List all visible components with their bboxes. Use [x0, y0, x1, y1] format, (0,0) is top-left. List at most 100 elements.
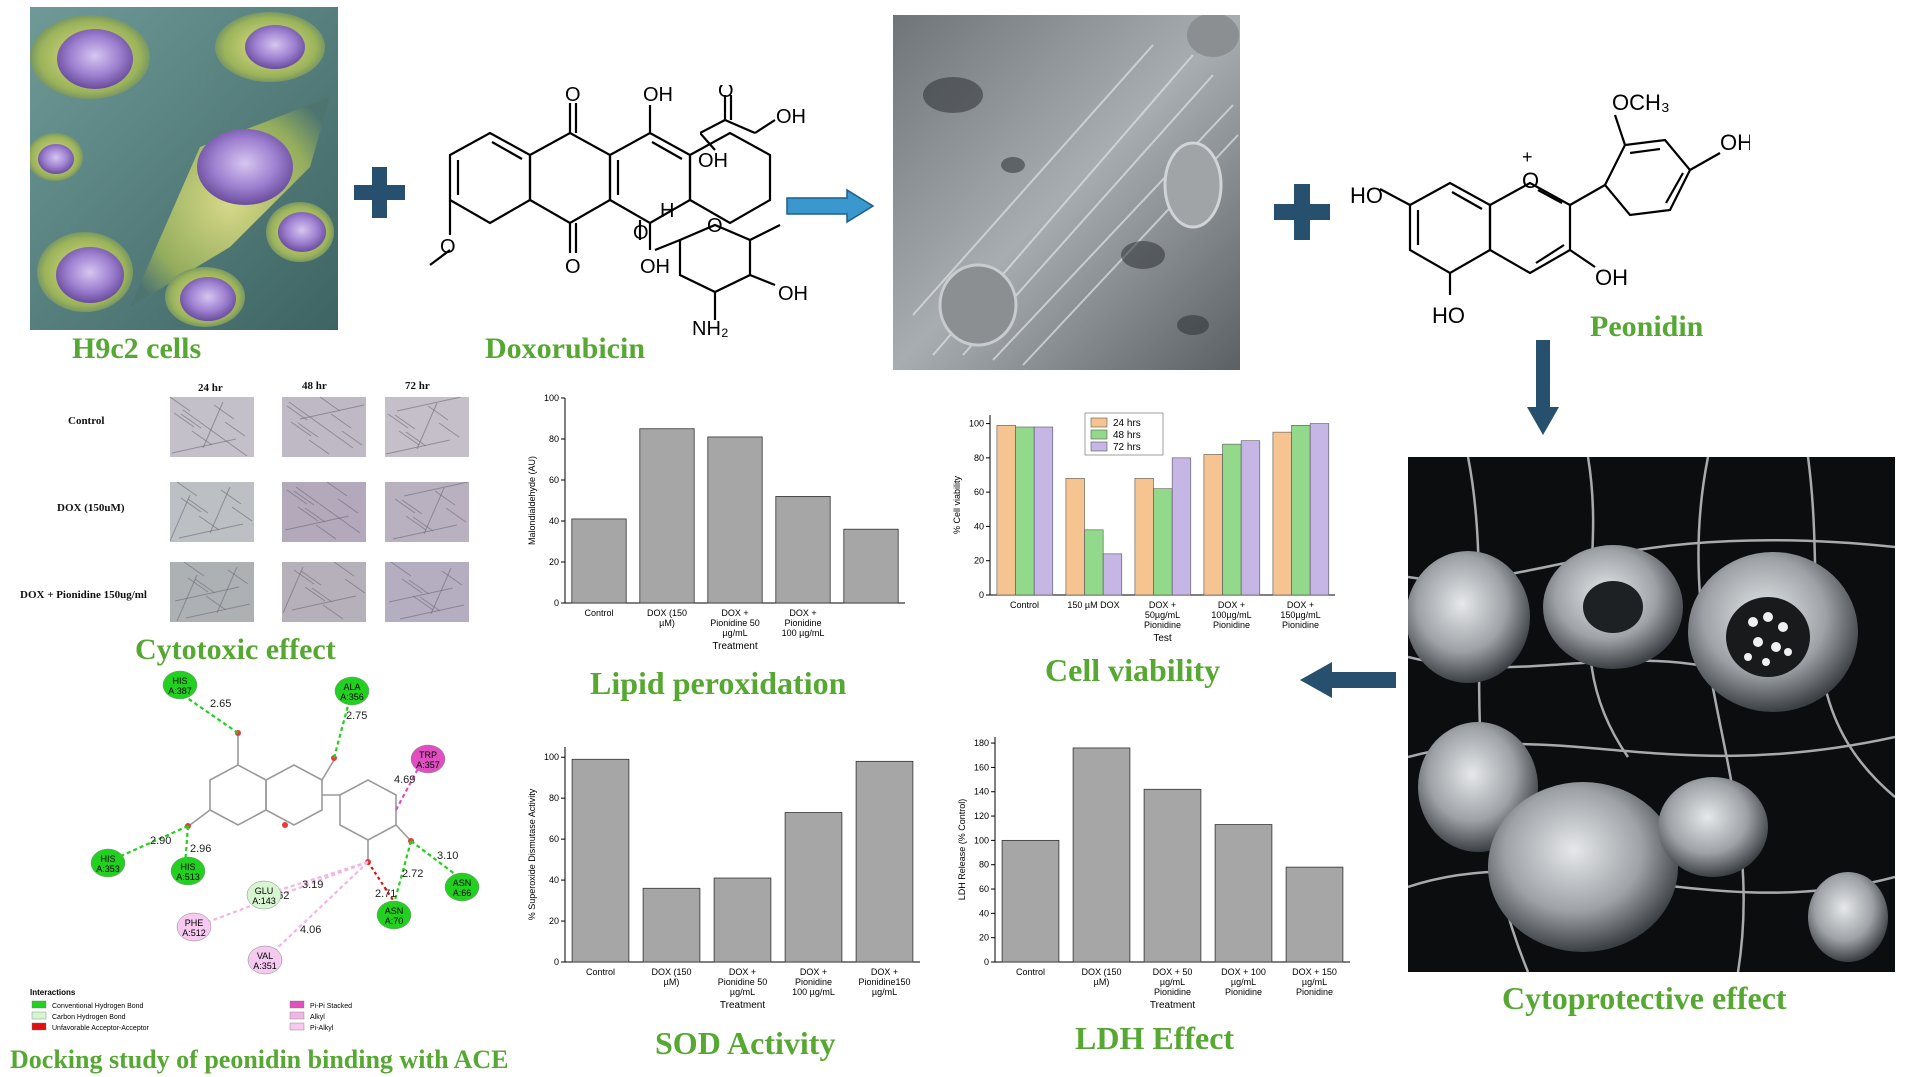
x-tick-label: Control [1010, 600, 1039, 610]
x-tick-label: 100 µg/mL [782, 628, 825, 638]
y-tick-label: 60 [549, 475, 559, 485]
x-tick-label: DOX + [871, 967, 898, 977]
y-tick-label: 100 [974, 835, 989, 845]
ldh-effect-label: LDH Effect [1075, 1020, 1235, 1056]
legend-label: Carbon Hydrogen Bond [52, 1014, 126, 1021]
peonidin-ho-7: HO [1350, 183, 1383, 208]
bar [1222, 443, 1242, 596]
x-tick-label: µg/mL [730, 987, 755, 997]
bar [1084, 529, 1104, 596]
y-tick-label: 40 [974, 521, 984, 531]
micrograph-thumbnail [170, 562, 254, 622]
x-tick-label: DOX + [721, 608, 748, 618]
y-tick-label: 20 [974, 556, 984, 566]
x-tick-label: DOX + [800, 967, 827, 977]
x-tick-label: DOX + 150 [1292, 967, 1337, 977]
bar [1072, 747, 1131, 963]
bar [1015, 426, 1035, 596]
residue-label: A:351 [253, 961, 277, 971]
y-tick-label: 40 [549, 875, 559, 885]
cytoprotective-sem-image [1408, 457, 1895, 972]
y-tick-label: 80 [979, 860, 989, 870]
residue-label: ALA [343, 682, 360, 692]
x-tick-label: Pionidine [1282, 620, 1319, 630]
x-tick-label: Control [586, 967, 615, 977]
cell-viability-label: Cell viability [1045, 652, 1221, 688]
residue-label: A:353 [96, 864, 120, 874]
y-axis-label: LDH Release (% Control) [957, 799, 967, 901]
y-tick-label: 0 [984, 957, 989, 967]
x-tick-label: Pionidine150 [858, 977, 910, 987]
x-tick-label: DOX + [1287, 600, 1314, 610]
residue-label: GLU [255, 886, 274, 896]
x-axis-label: Test [1153, 633, 1172, 644]
dox-ring-o: O [707, 215, 723, 237]
residue-label: TRP [419, 750, 437, 760]
residue-node [176, 912, 212, 942]
col-header-24: 24 hr [198, 382, 223, 394]
legend-label: 48 hrs [1113, 430, 1141, 441]
x-tick-label: 150µg/mL [1280, 610, 1320, 620]
y-tick-label: 100 [544, 393, 559, 403]
peonidin-structure: OCH₃ OH HO O + OH HO [1350, 90, 1750, 328]
bar [1240, 440, 1261, 596]
y-tick-label: 60 [549, 834, 559, 844]
y-axis-label: Malondialdehyde (AU) [527, 456, 537, 545]
legend-swatch [1090, 429, 1108, 440]
distance-label: 4.69 [394, 774, 415, 786]
dox-h: H [660, 200, 675, 222]
legend-label: 24 hrs [1113, 418, 1141, 429]
legend-swatch [289, 1000, 305, 1009]
y-axis-label: % Cell viability [952, 475, 962, 534]
bar [855, 760, 914, 963]
dox-ketone-o: O [718, 85, 734, 102]
x-tick-label: µM) [1094, 977, 1110, 987]
damaged-cells-sem-image [893, 15, 1240, 370]
peonidin-och3: OCH₃ [1612, 90, 1670, 115]
residue-node [376, 900, 412, 930]
bar [1285, 866, 1344, 963]
left-arrow-icon [1300, 662, 1396, 698]
peonidin-charge: + [1522, 147, 1533, 167]
peonidin-ho-5: HO [1432, 303, 1465, 328]
peonidin-oh-3: OH [1595, 265, 1628, 290]
x-tick-label: Pionidine [1144, 620, 1181, 630]
doxorubicin-label: Doxorubicin [485, 332, 646, 365]
legend-label: Pi-Alkyl [310, 1025, 334, 1032]
sod-activity-label: SOD Activity [655, 1025, 836, 1061]
residue-label: A:70 [385, 916, 404, 926]
x-tick-label: DOX + [729, 967, 756, 977]
x-tick-label: µg/mL [872, 987, 897, 997]
residue-node [162, 670, 198, 700]
bar [1203, 454, 1223, 596]
y-tick-label: 20 [549, 557, 559, 567]
residue-node [170, 856, 206, 886]
micrograph-thumbnail [170, 397, 254, 457]
dox-oh-chain: OH [776, 106, 806, 128]
x-tick-label: Pionidine 50 [718, 977, 768, 987]
legend-swatch [1090, 417, 1108, 428]
legend-swatch [289, 1022, 305, 1031]
x-tick-label: DOX (150 [1081, 967, 1121, 977]
peonidin-o-ring: O [1522, 168, 1539, 193]
y-tick-label: 60 [979, 884, 989, 894]
legend-swatch [289, 1011, 305, 1020]
legend-label: Alkyl [310, 1014, 325, 1021]
bar [713, 877, 772, 963]
y-tick-label: 0 [554, 598, 559, 608]
distance-label: 2.65 [210, 698, 231, 710]
distance-label: 2.71 [375, 888, 396, 900]
legend-swatch [31, 1011, 47, 1020]
bar [1065, 478, 1085, 596]
x-tick-label: 100 µg/mL [792, 987, 835, 997]
legend-swatch [31, 1000, 47, 1009]
y-tick-label: 180 [974, 738, 989, 748]
distance-label: 2.72 [402, 868, 423, 880]
micrograph-thumbnail [282, 482, 366, 542]
x-tick-label: DOX + [1149, 600, 1176, 610]
bar [1214, 824, 1273, 963]
bar [996, 424, 1016, 596]
row-label-dox: DOX (150uM) [57, 502, 125, 514]
